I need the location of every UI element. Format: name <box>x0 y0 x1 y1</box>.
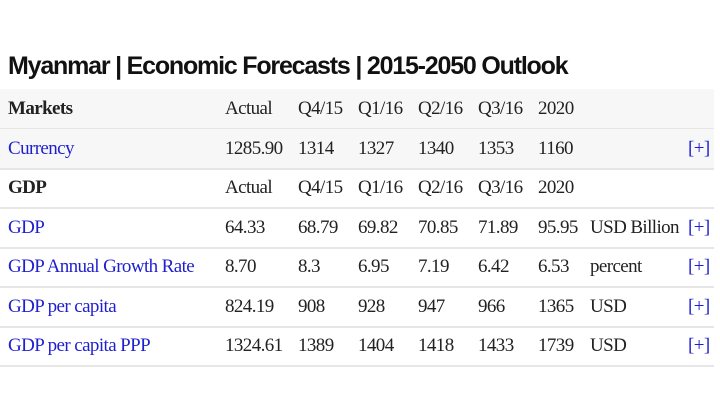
expand-link[interactable]: [+] <box>688 295 710 317</box>
column-header: Q1/16 <box>358 98 403 119</box>
value-cell: 1433 <box>478 335 514 356</box>
value-cell: 1353 <box>478 137 514 159</box>
indicator-link[interactable]: Currency <box>8 137 75 159</box>
value-cell: 824.19 <box>225 295 274 317</box>
table-row: Markets Actual Q4/15 Q1/16 Q2/16 Q3/16 2020 <box>0 89 714 130</box>
value-cell: 8.70 <box>225 256 256 277</box>
unit-cell: USD <box>590 335 627 356</box>
value-cell: 928 <box>358 295 385 317</box>
value-cell: 69.82 <box>358 216 398 238</box>
indicator-link[interactable]: GDP per capita <box>8 295 117 317</box>
column-header: 2020 <box>538 177 574 198</box>
table-row: Currency 1285.90 1314 1327 1340 1353 1160 [+] <box>0 128 714 170</box>
indicator-link[interactable]: GDP <box>8 216 45 238</box>
value-cell: 70.85 <box>418 216 458 238</box>
expand-link[interactable]: [+] <box>688 137 710 159</box>
value-cell: 1327 <box>358 137 394 159</box>
unit-cell: USD <box>590 295 627 317</box>
expand-link[interactable]: [+] <box>688 216 710 238</box>
value-cell: 1324.61 <box>225 335 283 356</box>
value-cell: 1418 <box>418 335 454 356</box>
indicator-link[interactable]: GDP Annual Growth Rate <box>8 256 195 277</box>
value-cell: 8.3 <box>298 256 321 277</box>
value-cell: 1389 <box>298 335 334 356</box>
column-header: Q2/16 <box>418 177 463 198</box>
section-header: GDP <box>8 177 47 198</box>
table-row: GDP Annual Growth Rate 8.70 8.3 6.95 7.19 6.4… <box>0 247 714 288</box>
value-cell: 1739 <box>538 335 574 356</box>
value-cell: 1365 <box>538 295 574 317</box>
indicator-link[interactable]: GDP per capita PPP <box>8 335 151 356</box>
value-cell: 6.53 <box>538 256 569 277</box>
value-cell: 68.79 <box>298 216 338 238</box>
value-cell: 7.19 <box>418 256 449 277</box>
column-header: Actual <box>225 98 273 119</box>
value-cell: 6.95 <box>358 256 389 277</box>
column-header: Q3/16 <box>478 98 523 119</box>
column-header: Q1/16 <box>358 177 403 198</box>
value-cell: 1285.90 <box>225 137 283 159</box>
table-row: GDP 64.33 68.79 69.82 70.85 71.89 95.95 USD Bil… <box>0 208 714 249</box>
unit-cell: percent <box>590 256 642 277</box>
table-row: GDP per capita PPP 1324.61 1389 1404 1418 143… <box>0 326 714 367</box>
section-header: Markets <box>8 98 73 119</box>
value-cell: 1160 <box>538 137 574 159</box>
page-title: Myanmar | Economic Forecasts | 2015-2050… <box>8 52 569 80</box>
expand-link[interactable]: [+] <box>688 256 710 277</box>
value-cell: 6.42 <box>478 256 509 277</box>
value-cell: 95.95 <box>538 216 578 238</box>
value-cell: 64.33 <box>225 216 265 238</box>
table-row: GDP per capita 824.19 908 928 947 966 1365 USD [… <box>0 287 714 328</box>
value-cell: 947 <box>418 295 445 317</box>
column-header: Actual <box>225 177 273 198</box>
column-header: 2020 <box>538 98 574 119</box>
column-header: Q2/16 <box>418 98 463 119</box>
column-header: Q4/15 <box>298 177 343 198</box>
value-cell: 1314 <box>298 137 334 159</box>
table-row: GDP Actual Q4/15 Q1/16 Q2/16 Q3/16 2020 <box>0 168 714 209</box>
column-header: Q4/15 <box>298 98 343 119</box>
unit-cell: USD Billion <box>590 216 680 238</box>
value-cell: 71.89 <box>478 216 518 238</box>
value-cell: 1404 <box>358 335 394 356</box>
value-cell: 908 <box>298 295 325 317</box>
column-header: Q3/16 <box>478 177 523 198</box>
value-cell: 966 <box>478 295 505 317</box>
value-cell: 1340 <box>418 137 454 159</box>
expand-link[interactable]: [+] <box>688 335 710 356</box>
